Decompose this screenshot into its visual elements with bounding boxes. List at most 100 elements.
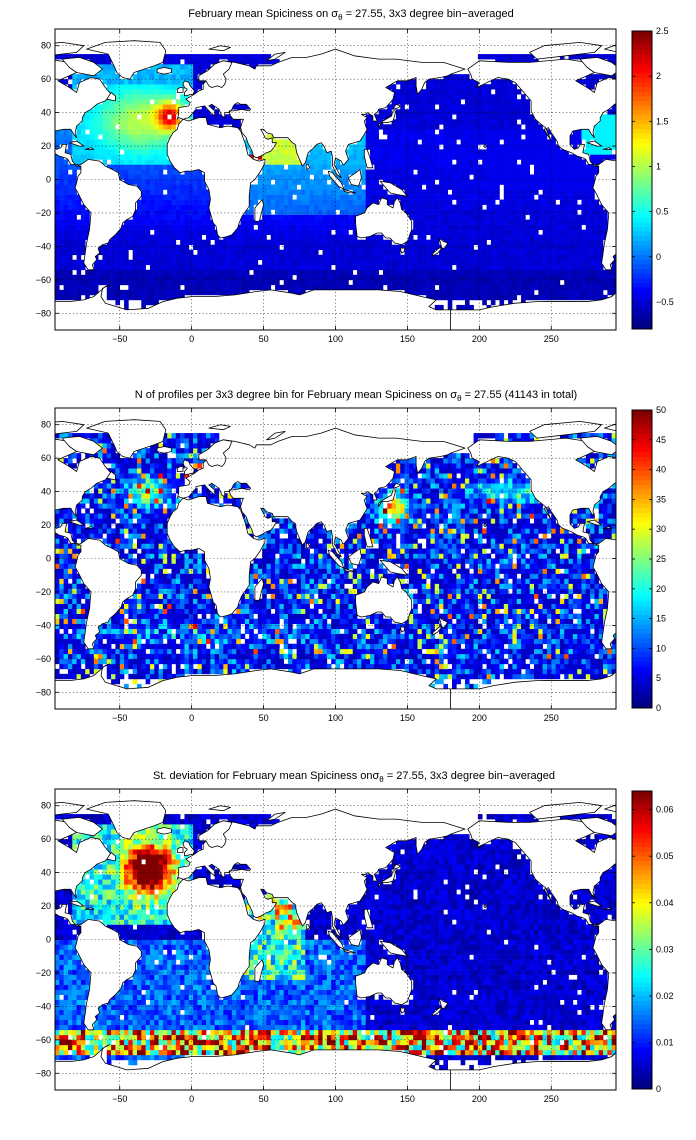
land-mass	[604, 44, 616, 53]
heat-cell	[352, 189, 358, 195]
heat-cell	[516, 114, 522, 120]
heat-cell	[538, 179, 543, 185]
heat-cell	[555, 244, 561, 251]
heat-cell	[55, 244, 60, 251]
heat-cell	[262, 239, 267, 246]
heat-cell	[322, 224, 328, 230]
heat-cell	[102, 643, 108, 650]
heat-cell	[210, 234, 215, 240]
heat-cell	[460, 224, 466, 230]
heat-cell	[63, 129, 69, 135]
heat-cell	[447, 289, 453, 296]
heat-cell	[257, 254, 263, 261]
heat-cell	[391, 264, 397, 271]
heat-cell	[206, 204, 211, 210]
heat-cell	[391, 99, 397, 105]
heat-cell	[93, 109, 99, 115]
land-mass	[450, 292, 616, 330]
heat-cell	[404, 199, 410, 205]
heat-cell	[365, 139, 371, 145]
heat-cell	[231, 119, 237, 125]
heat-cell	[326, 244, 332, 251]
heat-cell	[555, 189, 561, 195]
heat-cell	[158, 239, 164, 246]
heat-cell	[111, 538, 116, 544]
heat-cell	[111, 114, 116, 120]
heat-cell	[124, 139, 129, 145]
heat-cell	[279, 149, 285, 155]
heat-cell	[426, 174, 431, 180]
heat-cell	[128, 154, 133, 160]
heat-cell	[89, 663, 95, 670]
heat-cell	[400, 134, 405, 140]
heat-cell	[521, 264, 526, 271]
heat-cell	[521, 144, 526, 150]
heat-cell	[197, 254, 203, 261]
heat-cell	[607, 119, 612, 125]
heat-cell	[516, 54, 522, 60]
heat-cell	[184, 99, 190, 105]
heat-cell	[534, 269, 539, 276]
heat-cell	[171, 284, 177, 291]
heat-cell	[279, 179, 285, 185]
heat-cell	[106, 453, 112, 459]
heat-cell	[132, 89, 138, 95]
heat-cell	[296, 239, 302, 246]
heat-cell	[413, 239, 418, 246]
heat-cell	[322, 154, 328, 160]
heat-cell	[67, 179, 73, 185]
heat-cell	[555, 294, 561, 301]
heat-cell	[300, 234, 306, 240]
heat-cell	[279, 194, 285, 200]
heat-cell	[167, 119, 172, 125]
heat-cell	[67, 234, 73, 240]
heat-cell	[72, 548, 77, 554]
heat-cell	[119, 523, 125, 529]
heat-cell	[55, 259, 60, 266]
heat-cell	[102, 448, 108, 454]
heat-cell	[111, 154, 116, 160]
heat-cell	[525, 184, 530, 190]
heat-cell	[55, 144, 60, 150]
heat-cell	[93, 658, 99, 665]
heat-cell	[55, 633, 60, 640]
heat-cell	[486, 129, 492, 135]
heat-cell	[197, 279, 203, 286]
heat-cell	[67, 194, 73, 200]
heat-cell	[357, 254, 362, 261]
heat-cell	[162, 289, 168, 296]
heat-cell	[426, 244, 431, 251]
heat-cell	[486, 269, 492, 276]
heat-cell	[482, 224, 487, 230]
heat-cell	[128, 149, 133, 155]
heat-cell	[581, 149, 587, 155]
heat-cell	[300, 264, 306, 271]
heat-cell	[348, 264, 354, 271]
heat-cell	[564, 224, 569, 230]
heat-cell	[361, 244, 367, 251]
heat-cell	[136, 134, 142, 140]
heat-cell	[270, 264, 276, 271]
heat-cell	[495, 149, 500, 155]
heat-cell	[499, 294, 505, 301]
heat-cell	[464, 154, 470, 160]
heat-cell	[80, 114, 86, 120]
heat-cell	[76, 633, 82, 640]
heat-cell	[145, 284, 151, 291]
heat-cell	[490, 109, 496, 115]
heat-cell	[499, 279, 505, 286]
heat-cell	[72, 294, 77, 301]
heat-cell	[469, 139, 474, 145]
heat-cell	[408, 89, 414, 95]
heat-cell	[421, 209, 427, 215]
heat-cell	[85, 533, 90, 539]
heat-cell	[102, 453, 108, 459]
heat-cell	[262, 249, 267, 256]
heat-cell	[426, 229, 431, 235]
panel-title: N of profiles per 3x3 degree bin for Feb…	[135, 389, 577, 403]
heat-cell	[529, 174, 535, 180]
heat-cell	[262, 169, 267, 175]
heat-cell	[141, 224, 146, 230]
heat-cell	[136, 214, 142, 220]
heat-cell	[136, 229, 142, 235]
